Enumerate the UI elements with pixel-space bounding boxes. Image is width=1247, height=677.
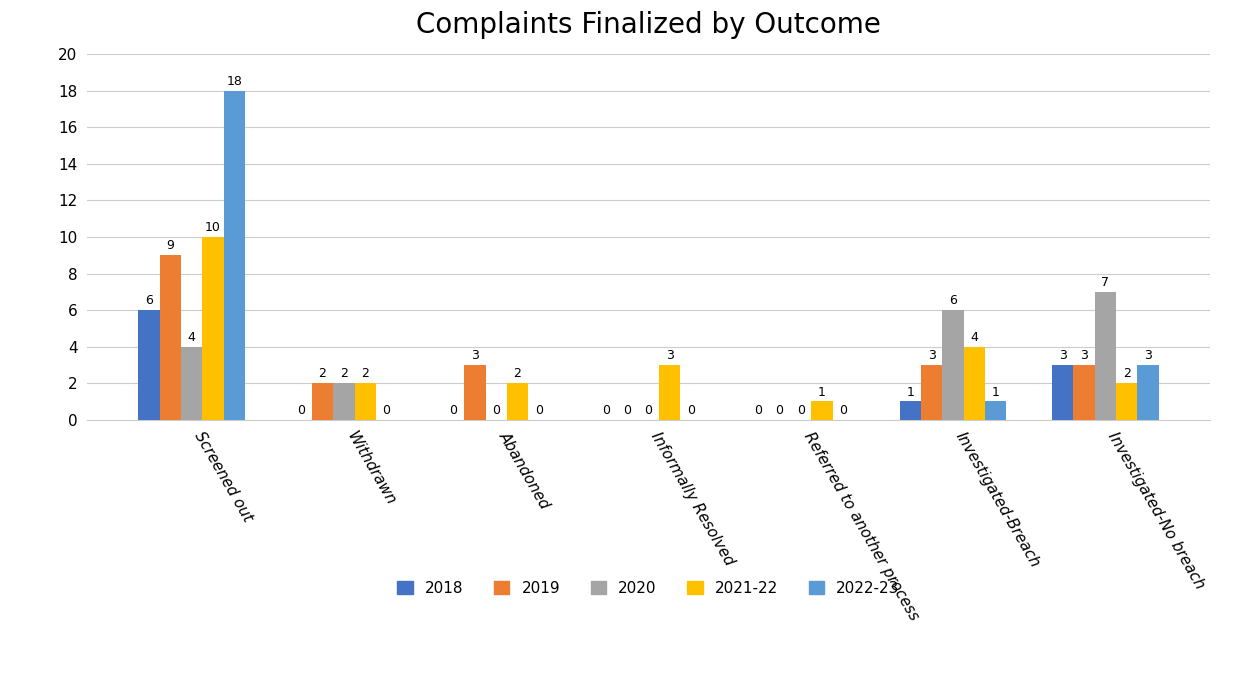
Bar <box>922 365 943 420</box>
Bar <box>1052 365 1074 420</box>
Text: 2: 2 <box>514 368 521 380</box>
Text: 4: 4 <box>970 331 978 344</box>
Text: 0: 0 <box>797 404 804 417</box>
Bar <box>506 383 529 420</box>
Text: 0: 0 <box>535 404 542 417</box>
Text: 0: 0 <box>383 404 390 417</box>
Bar <box>181 347 202 420</box>
Text: 3: 3 <box>928 349 935 362</box>
Text: 7: 7 <box>1101 276 1110 289</box>
Title: Complaints Finalized by Outcome: Complaints Finalized by Outcome <box>416 12 880 39</box>
Text: 2: 2 <box>319 368 327 380</box>
Text: 9: 9 <box>166 240 175 253</box>
Text: 0: 0 <box>449 404 458 417</box>
Text: 3: 3 <box>471 349 479 362</box>
Bar <box>812 401 833 420</box>
Text: 0: 0 <box>297 404 306 417</box>
Bar <box>1116 383 1137 420</box>
Text: 2: 2 <box>362 368 369 380</box>
Bar <box>464 365 485 420</box>
Text: 2: 2 <box>340 368 348 380</box>
Bar <box>202 237 223 420</box>
Text: 0: 0 <box>645 404 652 417</box>
Text: 1: 1 <box>991 386 1000 399</box>
Bar <box>160 255 181 420</box>
Text: 3: 3 <box>1143 349 1152 362</box>
Text: 0: 0 <box>776 404 783 417</box>
Text: 2: 2 <box>1122 368 1131 380</box>
Text: 4: 4 <box>187 331 196 344</box>
Text: 0: 0 <box>839 404 848 417</box>
Bar <box>1137 365 1158 420</box>
Bar <box>1074 365 1095 420</box>
Bar <box>333 383 354 420</box>
Text: 0: 0 <box>754 404 762 417</box>
Text: 3: 3 <box>1059 349 1066 362</box>
Text: 6: 6 <box>949 294 956 307</box>
Bar <box>660 365 681 420</box>
Text: 1: 1 <box>818 386 826 399</box>
Bar <box>312 383 333 420</box>
Text: 10: 10 <box>205 221 221 234</box>
Text: 18: 18 <box>226 75 242 88</box>
Bar <box>223 91 244 420</box>
Bar <box>943 310 964 420</box>
Bar <box>354 383 375 420</box>
Text: 0: 0 <box>602 404 610 417</box>
Text: 6: 6 <box>145 294 153 307</box>
Bar <box>138 310 160 420</box>
Text: 3: 3 <box>666 349 673 362</box>
Text: 3: 3 <box>1080 349 1087 362</box>
Bar <box>899 401 922 420</box>
Legend: 2018, 2019, 2020, 2021-22, 2022-23: 2018, 2019, 2020, 2021-22, 2022-23 <box>392 575 905 603</box>
Text: 1: 1 <box>907 386 914 399</box>
Bar <box>964 347 985 420</box>
Text: 0: 0 <box>687 404 695 417</box>
Bar <box>1095 292 1116 420</box>
Text: 0: 0 <box>624 404 631 417</box>
Bar <box>985 401 1006 420</box>
Text: 0: 0 <box>493 404 500 417</box>
